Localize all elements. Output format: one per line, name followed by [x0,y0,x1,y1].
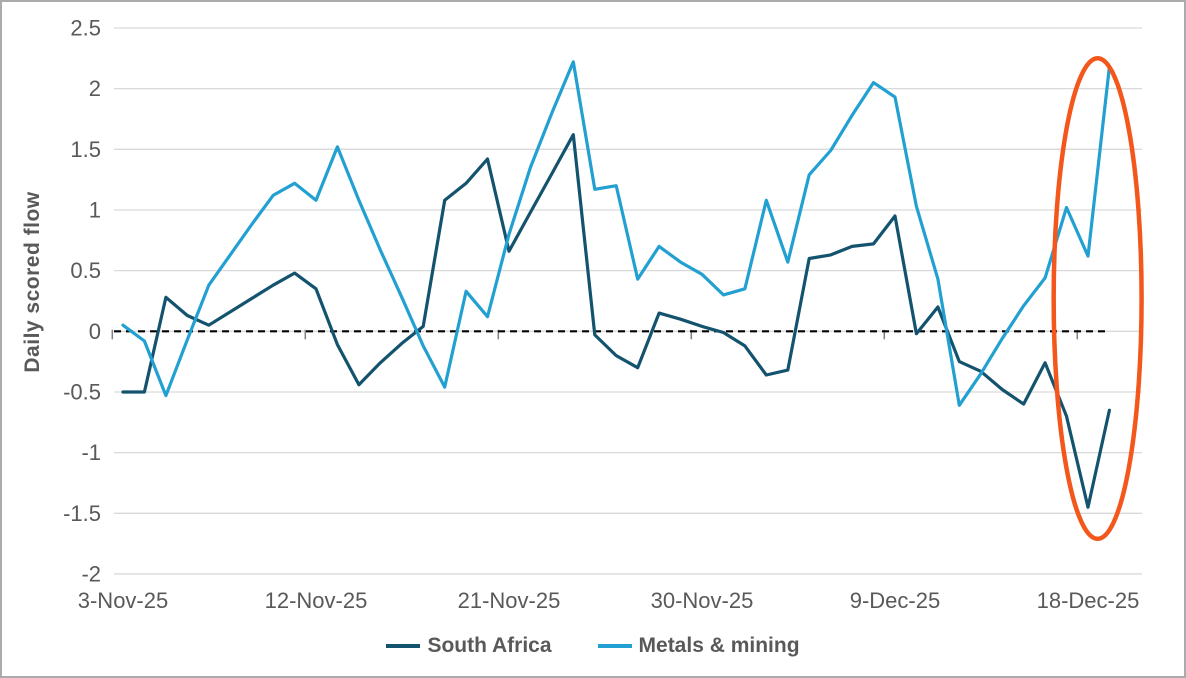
y-tick-label: 0 [89,319,101,344]
legend-item-south-africa: South Africa [386,634,552,658]
x-tick-label: 18-Dec-25 [1037,588,1140,613]
legend-item-metals-mining: Metals & mining [597,634,800,658]
y-tick-label: -2 [81,561,101,586]
x-tick-label: 30-Nov-25 [651,588,754,613]
legend-label-south-africa: South Africa [427,634,552,657]
y-tick-label: 2 [89,76,101,101]
series-line-metals-mining [121,60,1112,407]
y-tick-label: -1 [81,440,101,465]
x-tick-label: 21-Nov-25 [458,588,561,613]
y-tick-label: 2.5 [70,15,101,40]
x-tick-label: 3-Nov-25 [78,588,168,613]
y-tick-label: -0.5 [63,379,101,404]
y-axis-title: Daily scored flow [21,191,44,373]
legend: South Africa Metals & mining [2,632,1184,660]
legend-swatch-metals-mining-icon [597,644,632,648]
y-tick-label: 1 [89,197,101,222]
highlight-ellipse [1051,56,1144,542]
x-tick-label: 12-Nov-25 [265,588,368,613]
y-tick-label: 1.5 [70,137,101,162]
x-tick-label: 9-Dec-25 [850,588,940,613]
y-tick-label: 0.5 [70,258,101,283]
legend-swatch-south-africa-icon [386,644,421,648]
y-tick-label: -1.5 [63,501,101,526]
legend-label-metals-mining: Metals & mining [638,634,800,657]
